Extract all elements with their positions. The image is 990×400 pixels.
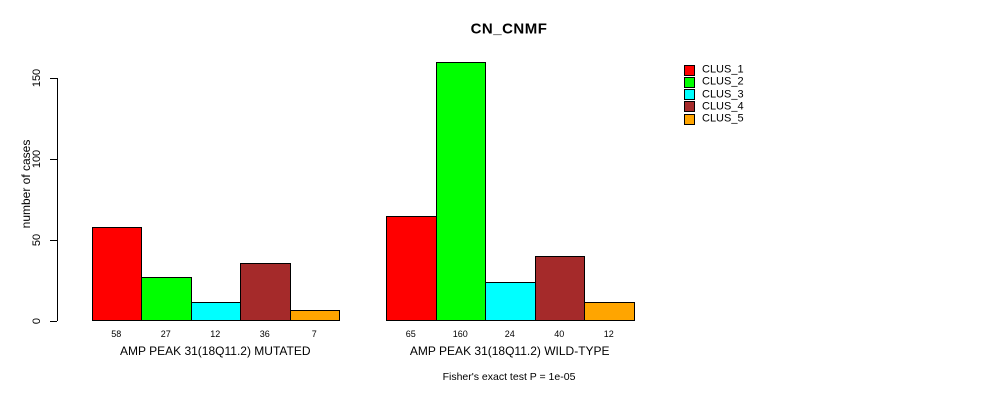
bar-value-label: 24 — [504, 329, 515, 339]
bar-clus_1-group1 — [91, 227, 142, 321]
category-label: AMP PEAK 31(18Q11.2) MUTATED — [119, 344, 311, 358]
legend-label-clus_3: CLUS_3 — [702, 87, 744, 100]
bar-value-label: 58 — [111, 329, 122, 339]
legend-label-clus_1: CLUS_1 — [702, 63, 744, 76]
bar-value-label: 12 — [210, 329, 221, 339]
bar-value-label: 7 — [311, 329, 317, 339]
bar-clus_3-group2 — [485, 282, 536, 321]
y-axis-tick-label: 0 — [31, 317, 43, 325]
y-axis-tick — [50, 321, 57, 323]
y-axis-tick — [50, 159, 57, 161]
y-axis-tick-label: 100 — [31, 149, 43, 169]
bar-clus_5-group2 — [584, 301, 635, 321]
bar-value-label: 160 — [452, 329, 468, 339]
legend-swatch-clus_3 — [684, 89, 695, 101]
footnote-text: Fisher's exact test P = 1e-05 — [442, 371, 576, 383]
bar-value-label: 40 — [554, 329, 565, 339]
bar-clus_4-group1 — [240, 262, 291, 321]
bar-clus_2-group2 — [435, 61, 486, 321]
y-axis-line — [57, 78, 59, 321]
bar-clus_1-group2 — [386, 215, 437, 321]
chart-title: CN_CNMF — [470, 20, 548, 38]
bar-value-label: 36 — [259, 329, 270, 339]
bar-clus_3-group1 — [190, 301, 241, 321]
bar-clus_4-group2 — [534, 256, 585, 321]
legend-swatch-clus_1 — [684, 64, 695, 76]
y-axis-tick — [50, 240, 57, 242]
bar-value-label: 65 — [405, 329, 416, 339]
legend-swatch-clus_2 — [684, 76, 695, 88]
y-axis-tick-label: 150 — [31, 68, 43, 88]
bar-value-label: 27 — [160, 329, 171, 339]
legend-swatch-clus_5 — [684, 113, 695, 125]
legend-label-clus_4: CLUS_4 — [702, 100, 744, 113]
y-axis-tick-label: 50 — [31, 233, 43, 247]
bar-clus_2-group1 — [141, 277, 192, 321]
bar-clus_5-group1 — [289, 309, 340, 321]
legend-swatch-clus_4 — [684, 101, 695, 113]
legend-label-clus_5: CLUS_5 — [702, 112, 744, 125]
category-label: AMP PEAK 31(18Q11.2) WILD-TYPE — [409, 344, 610, 358]
y-axis-tick — [50, 78, 57, 80]
bar-value-label: 12 — [603, 329, 614, 339]
legend-label-clus_2: CLUS_2 — [702, 75, 744, 88]
